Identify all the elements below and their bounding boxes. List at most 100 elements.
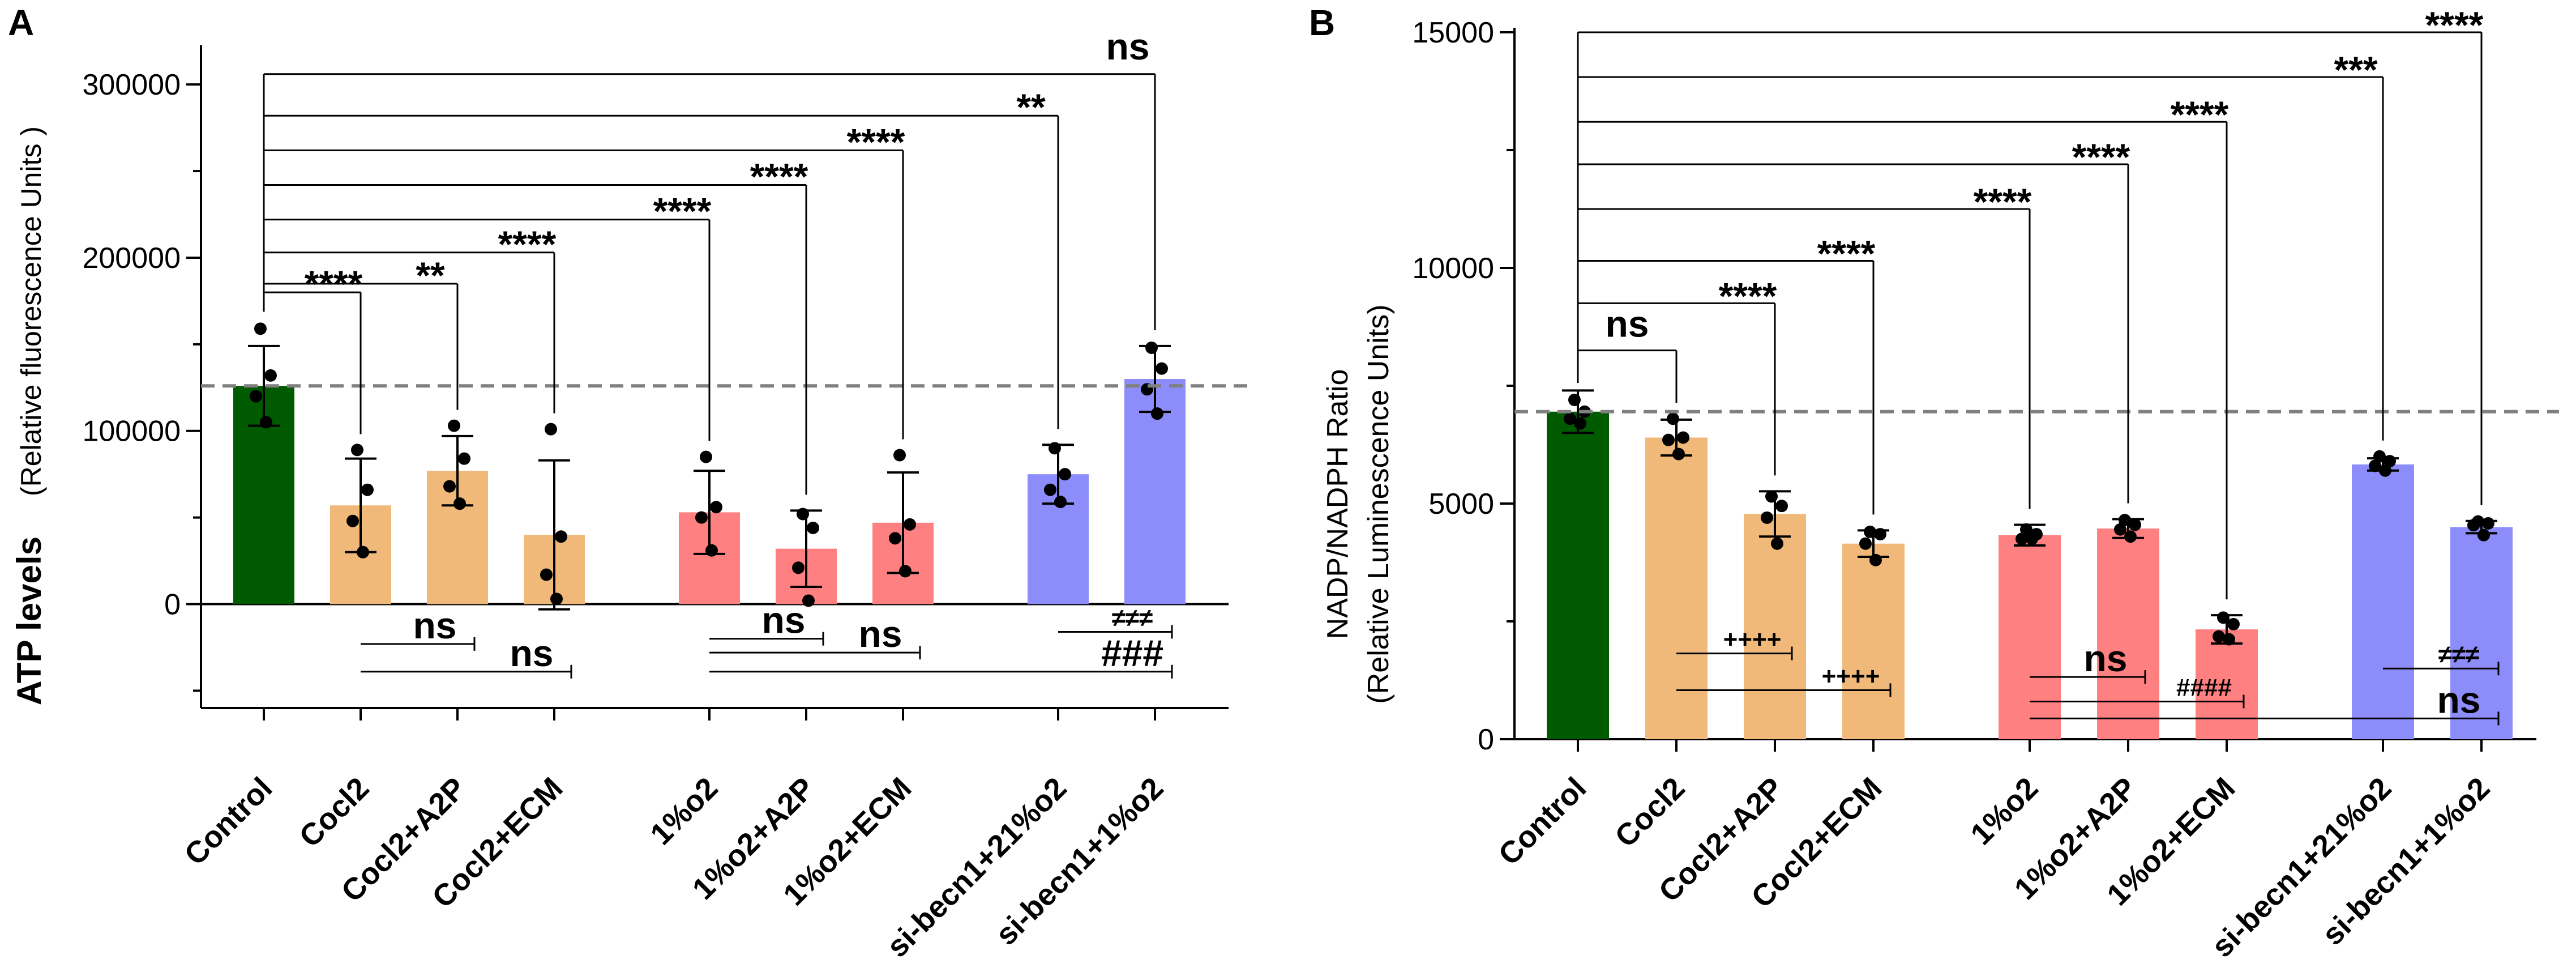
- data-point-0-0: [254, 322, 267, 335]
- data-point-2-2: [1761, 511, 1773, 524]
- bracket-top-label-3: ****: [653, 190, 712, 232]
- bar-2: [1744, 514, 1806, 739]
- data-point-5-2: [792, 561, 805, 574]
- data-point-1-1: [361, 483, 374, 496]
- data-point-0-3: [1574, 417, 1586, 430]
- data-point-7-2: [1044, 483, 1056, 496]
- bracket-bottom-label-4: ns: [2437, 679, 2480, 721]
- data-point-2-1: [458, 452, 470, 465]
- y-tick-label: 0: [164, 589, 181, 621]
- panel-b: B NADP/NADPH Ratio (Relative Luminescenc…: [1309, 2, 2559, 964]
- y-axis-label-rest-a: (Relative fluorescence Units ): [15, 126, 47, 496]
- bracket-bottom-label-1: ns: [510, 632, 553, 674]
- data-point-6-3: [899, 565, 912, 578]
- data-point-5-3: [802, 594, 815, 607]
- data-point-7-0: [2373, 450, 2386, 463]
- data-point-4-0: [700, 450, 712, 463]
- bracket-top-label-5: ****: [847, 121, 905, 163]
- bracket-top-label-0: ns: [1605, 303, 1649, 345]
- category-label-0: Control: [178, 771, 279, 872]
- data-point-0-2: [1564, 412, 1576, 425]
- data-point-2-3: [453, 497, 466, 510]
- data-point-7-3: [2379, 464, 2391, 477]
- data-point-4-3: [2026, 532, 2038, 545]
- bracket-bottom-label-5: ≠≠≠: [2438, 641, 2479, 668]
- data-point-3-3: [1869, 553, 1882, 566]
- category-label-1: Cocl2: [293, 771, 375, 854]
- data-point-0-0: [1568, 393, 1581, 406]
- data-point-3-0: [545, 423, 557, 436]
- data-point-5-1: [807, 521, 819, 534]
- bracket-bottom-label-0: ns: [413, 604, 456, 646]
- data-point-2-1: [1775, 500, 1788, 513]
- bracket-top-label-2: ****: [498, 223, 557, 265]
- data-point-2-3: [1771, 537, 1783, 550]
- data-point-3-0: [1864, 525, 1876, 538]
- data-point-0-1: [264, 369, 277, 382]
- bracket-top-label-6: ***: [2334, 49, 2377, 91]
- category-label-1: Cocl2: [1608, 771, 1691, 854]
- data-point-6-1: [904, 518, 916, 531]
- y-axis-label-line2-b: (Relative Luminescence Units): [1362, 304, 1395, 704]
- data-point-7-0: [1049, 442, 1061, 455]
- data-point-2-0: [1765, 490, 1778, 503]
- bar-1: [1645, 437, 1708, 739]
- bracket-bottom-label-0: ++++: [1723, 626, 1782, 654]
- bracket-top-label-1: **: [416, 254, 445, 296]
- data-point-2-0: [448, 419, 460, 432]
- data-point-3-2: [1859, 537, 1872, 550]
- category-label-8: si-becn1+1%o2: [989, 771, 1170, 952]
- bracket-top-label-5: ****: [2171, 93, 2229, 135]
- data-point-8-2: [2467, 519, 2480, 532]
- bracket-bottom-label-5: ###: [1101, 632, 1163, 674]
- data-point-1-3: [357, 545, 369, 559]
- bracket-bottom-label-4: ≠≠≠: [1112, 604, 1153, 632]
- data-point-5-3: [2124, 530, 2137, 543]
- data-point-4-2: [695, 511, 708, 524]
- data-point-4-2: [2016, 532, 2028, 545]
- data-point-1-0: [1667, 412, 1679, 425]
- data-point-7-1: [2384, 455, 2396, 468]
- y-axis-label-line1-b: NADP/NADPH Ratio: [1321, 369, 1354, 640]
- bar-3: [1842, 543, 1905, 739]
- bar-8: [2450, 527, 2513, 739]
- bracket-bottom-label-2: ns: [761, 599, 805, 641]
- category-label-4: 1%o2: [1964, 771, 2044, 851]
- y-tick-label: 100000: [82, 415, 181, 448]
- data-point-8-1: [1156, 362, 1168, 375]
- data-point-8-0: [1145, 341, 1158, 354]
- data-point-5-0: [797, 508, 809, 521]
- data-point-8-3: [2477, 528, 2490, 542]
- bracket-bottom-label-3: ns: [858, 613, 902, 655]
- data-point-3-1: [1874, 528, 1886, 541]
- data-point-0-2: [250, 390, 262, 403]
- data-point-6-2: [2213, 630, 2225, 643]
- data-point-6-1: [2227, 617, 2240, 630]
- data-point-1-2: [346, 514, 359, 527]
- data-point-5-2: [2114, 523, 2126, 536]
- panel-letter-a: A: [8, 2, 34, 43]
- y-tick-label: 5000: [1428, 488, 1494, 521]
- data-point-3-1: [555, 530, 567, 543]
- data-point-3-2: [540, 568, 553, 581]
- data-point-2-2: [443, 480, 456, 493]
- bracket-bottom-label-1: ++++: [1822, 662, 1880, 690]
- data-point-7-1: [1059, 468, 1071, 481]
- y-axis-label-bold-a: ATP levels: [10, 536, 48, 705]
- data-point-8-3: [1151, 407, 1163, 420]
- data-point-6-0: [2217, 611, 2230, 624]
- panel-a: A ATP levels (Relative fluorescence Unit…: [8, 2, 1251, 964]
- data-point-0-3: [260, 416, 272, 429]
- data-point-5-0: [2119, 514, 2131, 527]
- bracket-bottom-label-2: ns: [2083, 637, 2127, 679]
- data-point-1-2: [1662, 433, 1675, 446]
- data-point-4-0: [2020, 523, 2032, 536]
- y-tick-label: 0: [1478, 723, 1494, 756]
- data-point-4-1: [710, 501, 722, 514]
- bracket-top-label-4: ****: [750, 156, 808, 198]
- category-label-8: si-becn1+1%o2: [2316, 771, 2496, 952]
- bar-4: [1999, 535, 2061, 739]
- data-point-7-3: [1054, 496, 1067, 509]
- data-point-5-1: [2129, 518, 2141, 531]
